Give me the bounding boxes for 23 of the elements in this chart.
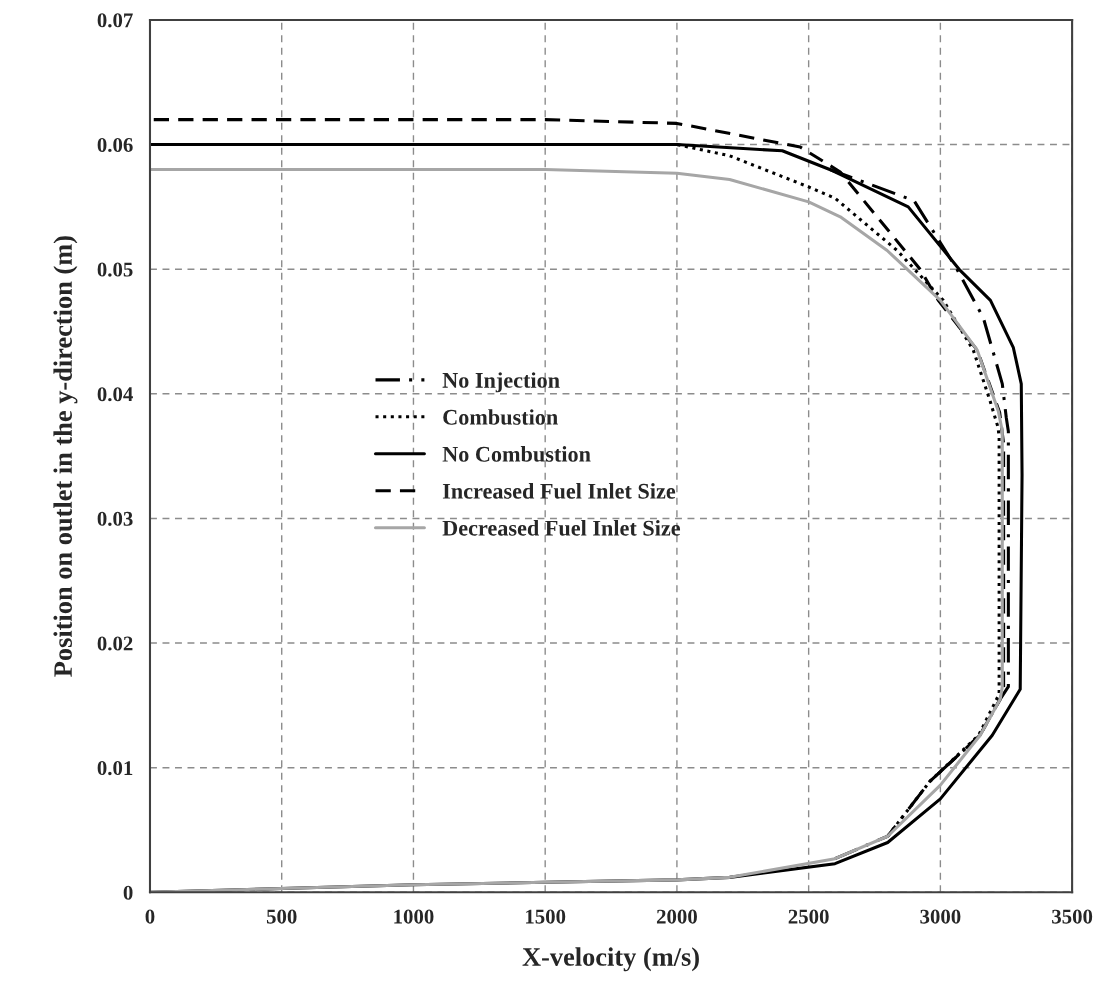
x-axis-title: X-velocity (m/s) xyxy=(522,947,699,972)
y-tick-label: 0 xyxy=(123,885,133,900)
y-tick-label: 0.01 xyxy=(97,761,133,776)
y-tick-label: 0.07 xyxy=(97,13,133,28)
legend-label: Combustion xyxy=(443,409,558,425)
legend-label: No Injection xyxy=(442,372,560,393)
x-tick-label: 1000 xyxy=(394,909,434,924)
y-tick-label: 0.02 xyxy=(97,636,133,651)
x-tick-label: 2000 xyxy=(656,909,697,924)
y-tick-label: 0.05 xyxy=(97,262,133,277)
x-tick-label: 3500 xyxy=(1052,909,1093,924)
y-axis-title: Position on outlet in the y-direction (m) xyxy=(53,236,78,677)
x-tick-label: 1500 xyxy=(526,909,566,924)
x-tick-label: 500 xyxy=(266,909,297,924)
x-tick-label: 3000 xyxy=(920,909,961,924)
x-tick-label: 0 xyxy=(145,909,155,924)
x-tick-label: 2500 xyxy=(788,909,829,924)
legend-label: Increased Fuel Inlet Size xyxy=(442,483,676,499)
y-tick-label: 0.03 xyxy=(97,511,133,526)
y-tick-label: 0.04 xyxy=(97,387,133,402)
legend-label: No Combustion xyxy=(442,446,591,462)
legend-label: Decreased Fuel Inlet Size xyxy=(442,520,681,536)
y-tick-label: 0.06 xyxy=(97,137,133,153)
